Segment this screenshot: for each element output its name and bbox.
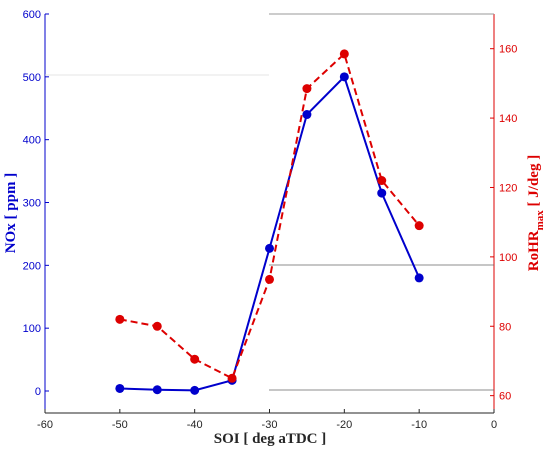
rohr-data-point [152, 321, 162, 331]
right-y-tick-label: 100 [499, 252, 517, 264]
left-y-axis-label: NOx [ ppm ] [3, 173, 19, 253]
x-tick-label: -20 [336, 419, 352, 431]
right-y-tick-label: 80 [499, 321, 511, 333]
nox-data-point [265, 243, 274, 253]
right-y-tick-label: 60 [499, 391, 511, 403]
rohr-data-point [339, 49, 349, 59]
nox-data-point [339, 72, 349, 82]
left-y-tick-label: 100 [23, 323, 41, 335]
right-y-label-sub: max [534, 210, 546, 231]
nox-data-point [414, 273, 424, 283]
left-y-tick-label: 400 [23, 135, 41, 147]
nox-data-point [302, 110, 312, 120]
rohr-data-point [265, 274, 274, 284]
nox-series-line [119, 74, 421, 392]
right-y-tick-label: 140 [499, 113, 517, 125]
left-y-tick-label: 500 [23, 72, 41, 84]
left-y-tick-label: 200 [23, 260, 41, 272]
x-tick-label: -30 [262, 419, 278, 431]
nox-data-point [190, 385, 200, 395]
right-y-label-tail: [ J/deg ] [526, 155, 542, 210]
left-y-tick-label: 0 [35, 386, 41, 398]
nox-data-point [152, 385, 162, 395]
right-y-tick-label: 120 [499, 182, 517, 194]
rohr-series-line [119, 52, 420, 380]
right-y-tick-label: 160 [499, 44, 517, 56]
nox-data-point [115, 383, 125, 393]
left-y-tick-label: 600 [23, 9, 41, 21]
rohr-data-point [190, 354, 200, 364]
rohr-data-point [302, 84, 312, 94]
rohr-data-point [414, 221, 424, 231]
x-tick-label: 0 [491, 419, 497, 431]
x-tick-label: -50 [112, 419, 128, 431]
rohr-data-point [227, 373, 237, 383]
x-tick-label: -10 [411, 419, 427, 431]
nox-data-point [377, 188, 387, 198]
right-y-axis-label: RoHRmax [ J/deg ] [526, 155, 546, 271]
rohr-data-point [115, 314, 125, 324]
rohr-data-point [377, 176, 387, 186]
x-axis-label: SOI [ deg aTDC ] [214, 431, 327, 447]
x-tick-label: -40 [187, 419, 203, 431]
right-y-label-main: RoHR [526, 230, 542, 271]
series [115, 49, 424, 395]
ticks: -60 -50 -40 -30 -20 -10 0 0 100 200 300 400 500 600 60… [23, 9, 518, 431]
axes [44, 13, 495, 414]
left-y-tick-label: 300 [23, 198, 41, 210]
x-tick-label: -60 [37, 419, 53, 431]
